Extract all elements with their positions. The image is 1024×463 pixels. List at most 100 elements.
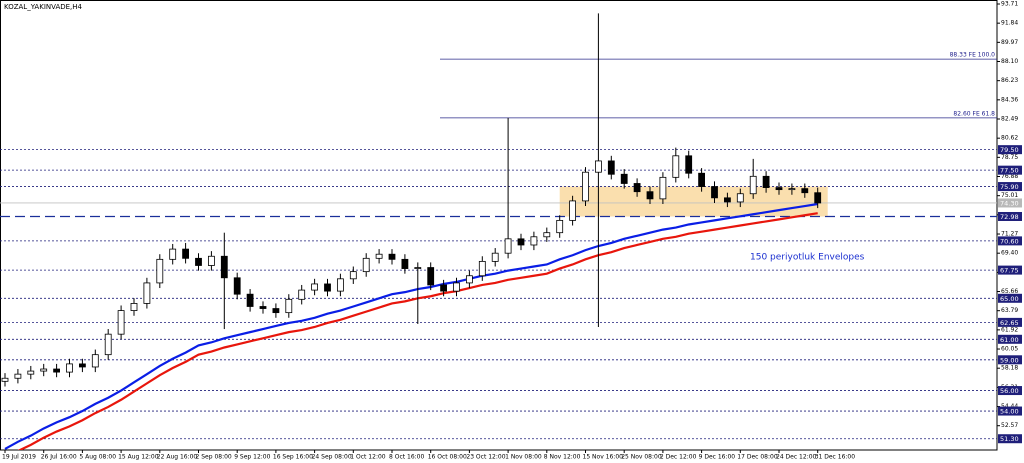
candle-body <box>440 284 448 292</box>
price-label-box <box>998 355 1022 365</box>
x-tick-label: 2 Dec 12:00 <box>660 454 697 461</box>
x-tick-label: 17 Dec 08:00 <box>737 454 778 461</box>
y-tick-label: 61.92 <box>1001 326 1018 333</box>
y-tick-label: 65.66 <box>1001 288 1018 295</box>
y-tick-label: 80.62 <box>1001 135 1018 142</box>
candle-body <box>324 283 331 292</box>
x-tick-label: 31 Dec 16:00 <box>815 454 856 461</box>
x-tick-label: 2 Sep 08:00 <box>196 454 232 461</box>
y-tick-label: 84.36 <box>1001 96 1018 103</box>
x-tick-label: 22 Aug 16:00 <box>157 454 198 461</box>
candle-body <box>427 267 435 286</box>
plot-frame <box>0 0 998 451</box>
y-tick-label: 60.05 <box>1001 346 1018 353</box>
candle-body <box>117 310 125 335</box>
y-tick-label: 71.27 <box>1001 231 1018 238</box>
y-tick-label: 69.40 <box>1001 250 1018 257</box>
x-tick-label: 19 Jul 2019 <box>2 454 36 461</box>
candle-body <box>491 252 499 262</box>
x-tick-label: 24 Dec 12:00 <box>776 454 817 461</box>
candle-body <box>401 258 409 269</box>
x-tick-label: 15 Aug 12:00 <box>118 454 159 461</box>
x-tick-label: 24 Sep 08:00 <box>312 454 352 461</box>
candle-body <box>272 308 280 314</box>
candle-body <box>246 293 254 307</box>
price-label: 51.30 <box>1000 435 1019 443</box>
price-label-box <box>998 211 1022 221</box>
candle-body <box>285 298 293 314</box>
candle-body <box>79 363 86 368</box>
chart-title: KOZAL_YAKINVADE,H4 <box>4 3 83 11</box>
candle-body <box>233 277 241 295</box>
candle-body <box>646 191 654 200</box>
candle-body <box>788 188 796 191</box>
x-tick-label: 1 Oct 12:00 <box>350 454 385 461</box>
candle-body <box>814 192 822 204</box>
price-label: 67.75 <box>1000 267 1019 275</box>
price-label-box <box>998 165 1022 175</box>
envelope-line <box>4 202 818 450</box>
candle-body <box>504 238 512 254</box>
y-tick-label: 76.88 <box>1001 173 1018 180</box>
x-tick-label: 23 Oct 12:00 <box>466 454 505 461</box>
price-label-box <box>998 182 1022 192</box>
candle-body <box>711 186 718 199</box>
price-label: 61.00 <box>1000 336 1019 344</box>
x-tick-label: 25 Nov 08:00 <box>621 454 662 461</box>
candle-body <box>143 282 151 304</box>
x-tick-label: 16 Sep 16:00 <box>273 454 313 461</box>
candle-body <box>762 175 770 188</box>
candle-body <box>543 232 551 238</box>
y-tick-label: 78.75 <box>1001 154 1018 161</box>
candle-body <box>336 278 344 292</box>
candle-body <box>220 255 228 279</box>
price-label: 74.30 <box>1000 199 1019 207</box>
candle-body <box>259 306 267 309</box>
x-tick-label: 1 Nov 08:00 <box>505 454 542 461</box>
candle-body <box>607 160 615 175</box>
candle-body <box>582 171 589 202</box>
price-label-box <box>998 406 1022 416</box>
price-label: 77.50 <box>1000 167 1019 175</box>
x-tick-label: 8 Oct 16:00 <box>389 454 424 461</box>
price-label: 56.00 <box>1000 387 1019 395</box>
candle-body <box>801 188 809 194</box>
price-label: 75.90 <box>1000 183 1019 191</box>
candle-body <box>40 368 48 372</box>
fibo-label: 82.60 FE 61.8 <box>953 110 995 117</box>
price-label: 72.98 <box>1000 213 1019 221</box>
price-label-box <box>998 236 1022 246</box>
candle-body <box>182 248 190 259</box>
price-label-box <box>998 145 1022 155</box>
y-tick-label: 52.57 <box>1001 422 1018 429</box>
price-label: 59.00 <box>1000 356 1019 364</box>
plot-area <box>0 13 997 450</box>
candle-body <box>478 260 486 277</box>
candle-body <box>207 255 215 266</box>
y-tick-label: 89.97 <box>1001 39 1018 46</box>
candle-body <box>375 253 383 259</box>
price-label: 54.00 <box>1000 408 1019 416</box>
candle-body <box>298 289 306 300</box>
candle-body <box>453 282 460 292</box>
price-label: 65.00 <box>1000 295 1019 303</box>
candle-body <box>156 258 164 284</box>
price-label-box <box>998 386 1022 396</box>
y-tick-label: 54.44 <box>1001 403 1018 410</box>
y-tick-label: 75.01 <box>1001 192 1018 199</box>
candle-body <box>388 253 396 260</box>
candle-body <box>775 187 783 191</box>
consolidation-zone <box>559 186 828 217</box>
price-label: 70.60 <box>1000 237 1019 245</box>
candle-body <box>633 183 641 193</box>
price-label-box <box>998 317 1022 327</box>
y-tick-label: 86.23 <box>1001 77 1018 84</box>
candle-body <box>749 175 757 195</box>
candle-body <box>1 377 9 382</box>
x-tick-label: 16 Oct 08:00 <box>428 454 467 461</box>
candle-body <box>698 172 705 187</box>
candle-body <box>104 333 112 356</box>
y-tick-label: 93.71 <box>1001 0 1018 7</box>
price-label: 62.65 <box>1000 319 1019 327</box>
